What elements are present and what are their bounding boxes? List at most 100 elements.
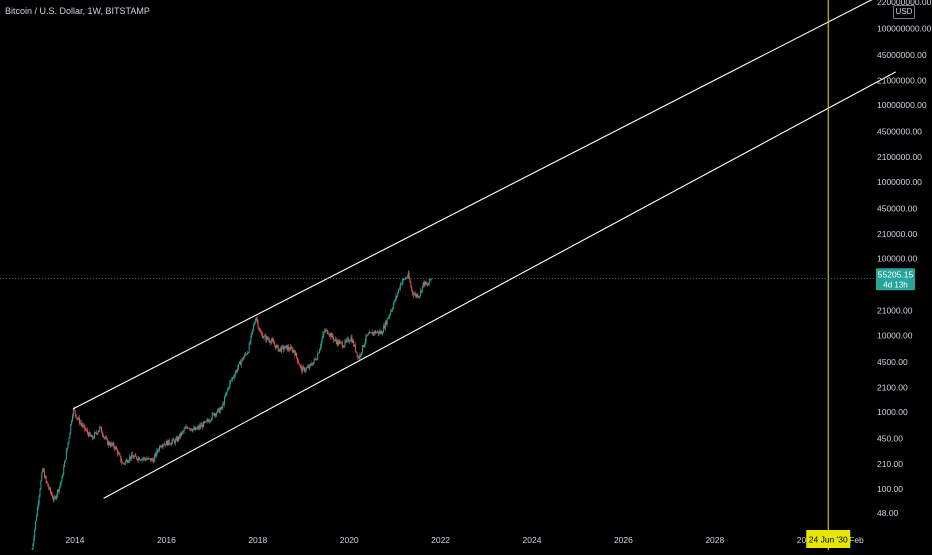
candle (35, 521, 36, 529)
candle (395, 300, 396, 301)
candle (83, 425, 84, 426)
candle (307, 367, 308, 368)
candle (176, 438, 177, 440)
candle (308, 366, 309, 368)
date-tag-label: 24 Jun '30 (809, 535, 848, 545)
candle (133, 457, 134, 458)
price-tick-label: 4500.00 (877, 357, 908, 367)
candle (65, 460, 66, 461)
candle (431, 278, 432, 280)
candle (155, 453, 156, 456)
candle (251, 332, 252, 336)
candle (73, 408, 74, 415)
candle (286, 345, 287, 350)
candle (177, 437, 178, 441)
candle (118, 453, 119, 454)
candle (112, 443, 113, 445)
candle (214, 414, 215, 416)
candle (148, 458, 149, 459)
candle (415, 294, 416, 295)
candle (123, 463, 124, 464)
candle (51, 492, 52, 494)
candle (32, 544, 33, 550)
candle (315, 359, 316, 360)
candle (106, 438, 107, 439)
candle (424, 282, 425, 286)
candle (210, 420, 211, 421)
candle (54, 497, 55, 498)
candle (322, 334, 323, 338)
candle (84, 426, 85, 430)
candle (164, 444, 165, 445)
candle (344, 341, 345, 346)
candle (185, 428, 186, 429)
candle (347, 339, 348, 340)
candle (139, 458, 140, 460)
candle (180, 434, 181, 436)
candle (143, 458, 144, 459)
candle (141, 460, 142, 461)
candle (335, 339, 336, 340)
candle (362, 345, 363, 352)
currency-label[interactable]: USD (893, 5, 915, 19)
candle (154, 457, 155, 462)
candle (90, 432, 91, 435)
time-tick-label: 2028 (705, 535, 724, 545)
price-tick-label: 10000.00 (877, 330, 913, 340)
candle (85, 430, 86, 431)
candle (166, 441, 167, 445)
price-tick-label: 210000.00 (877, 229, 917, 239)
candle (337, 341, 338, 345)
candle (45, 476, 46, 477)
candle (138, 458, 139, 460)
candle (100, 427, 101, 428)
candle (47, 481, 48, 483)
candle (369, 332, 370, 334)
price-tick-label: 48.00 (877, 508, 899, 518)
candle (130, 457, 131, 459)
candle (278, 345, 279, 351)
candle (313, 362, 314, 365)
candle (386, 321, 387, 324)
candle (357, 353, 358, 357)
candle (282, 346, 283, 347)
candle (265, 336, 266, 341)
candle (93, 438, 94, 439)
candle (81, 423, 82, 425)
candle (62, 475, 63, 476)
candle (116, 447, 117, 450)
candle (58, 490, 59, 492)
candle (283, 346, 284, 349)
candle (355, 345, 356, 351)
candle (125, 461, 126, 463)
candle (380, 332, 381, 334)
candle (109, 442, 110, 445)
candle (303, 367, 304, 368)
candle (194, 428, 195, 430)
candle (171, 441, 172, 444)
price-tag-value: 55205.15 (878, 269, 914, 279)
candle (46, 476, 47, 481)
candle (207, 420, 208, 421)
candle (310, 364, 311, 365)
candle (119, 453, 120, 454)
candle (402, 279, 403, 282)
candle (397, 293, 398, 297)
candle (76, 418, 77, 419)
candle (150, 458, 151, 461)
candle (191, 429, 192, 430)
candle (148, 458, 149, 459)
candle (145, 459, 146, 460)
candle (156, 450, 157, 455)
candle (96, 432, 97, 433)
candle (200, 425, 201, 426)
candle (299, 363, 300, 365)
candle (175, 440, 176, 444)
candle (395, 296, 396, 300)
candle (332, 334, 333, 337)
symbol-title[interactable]: Bitcoin / U.S. Dollar, 1W, BITSTAMP (5, 6, 150, 16)
candle (308, 366, 309, 367)
candle (274, 344, 275, 345)
